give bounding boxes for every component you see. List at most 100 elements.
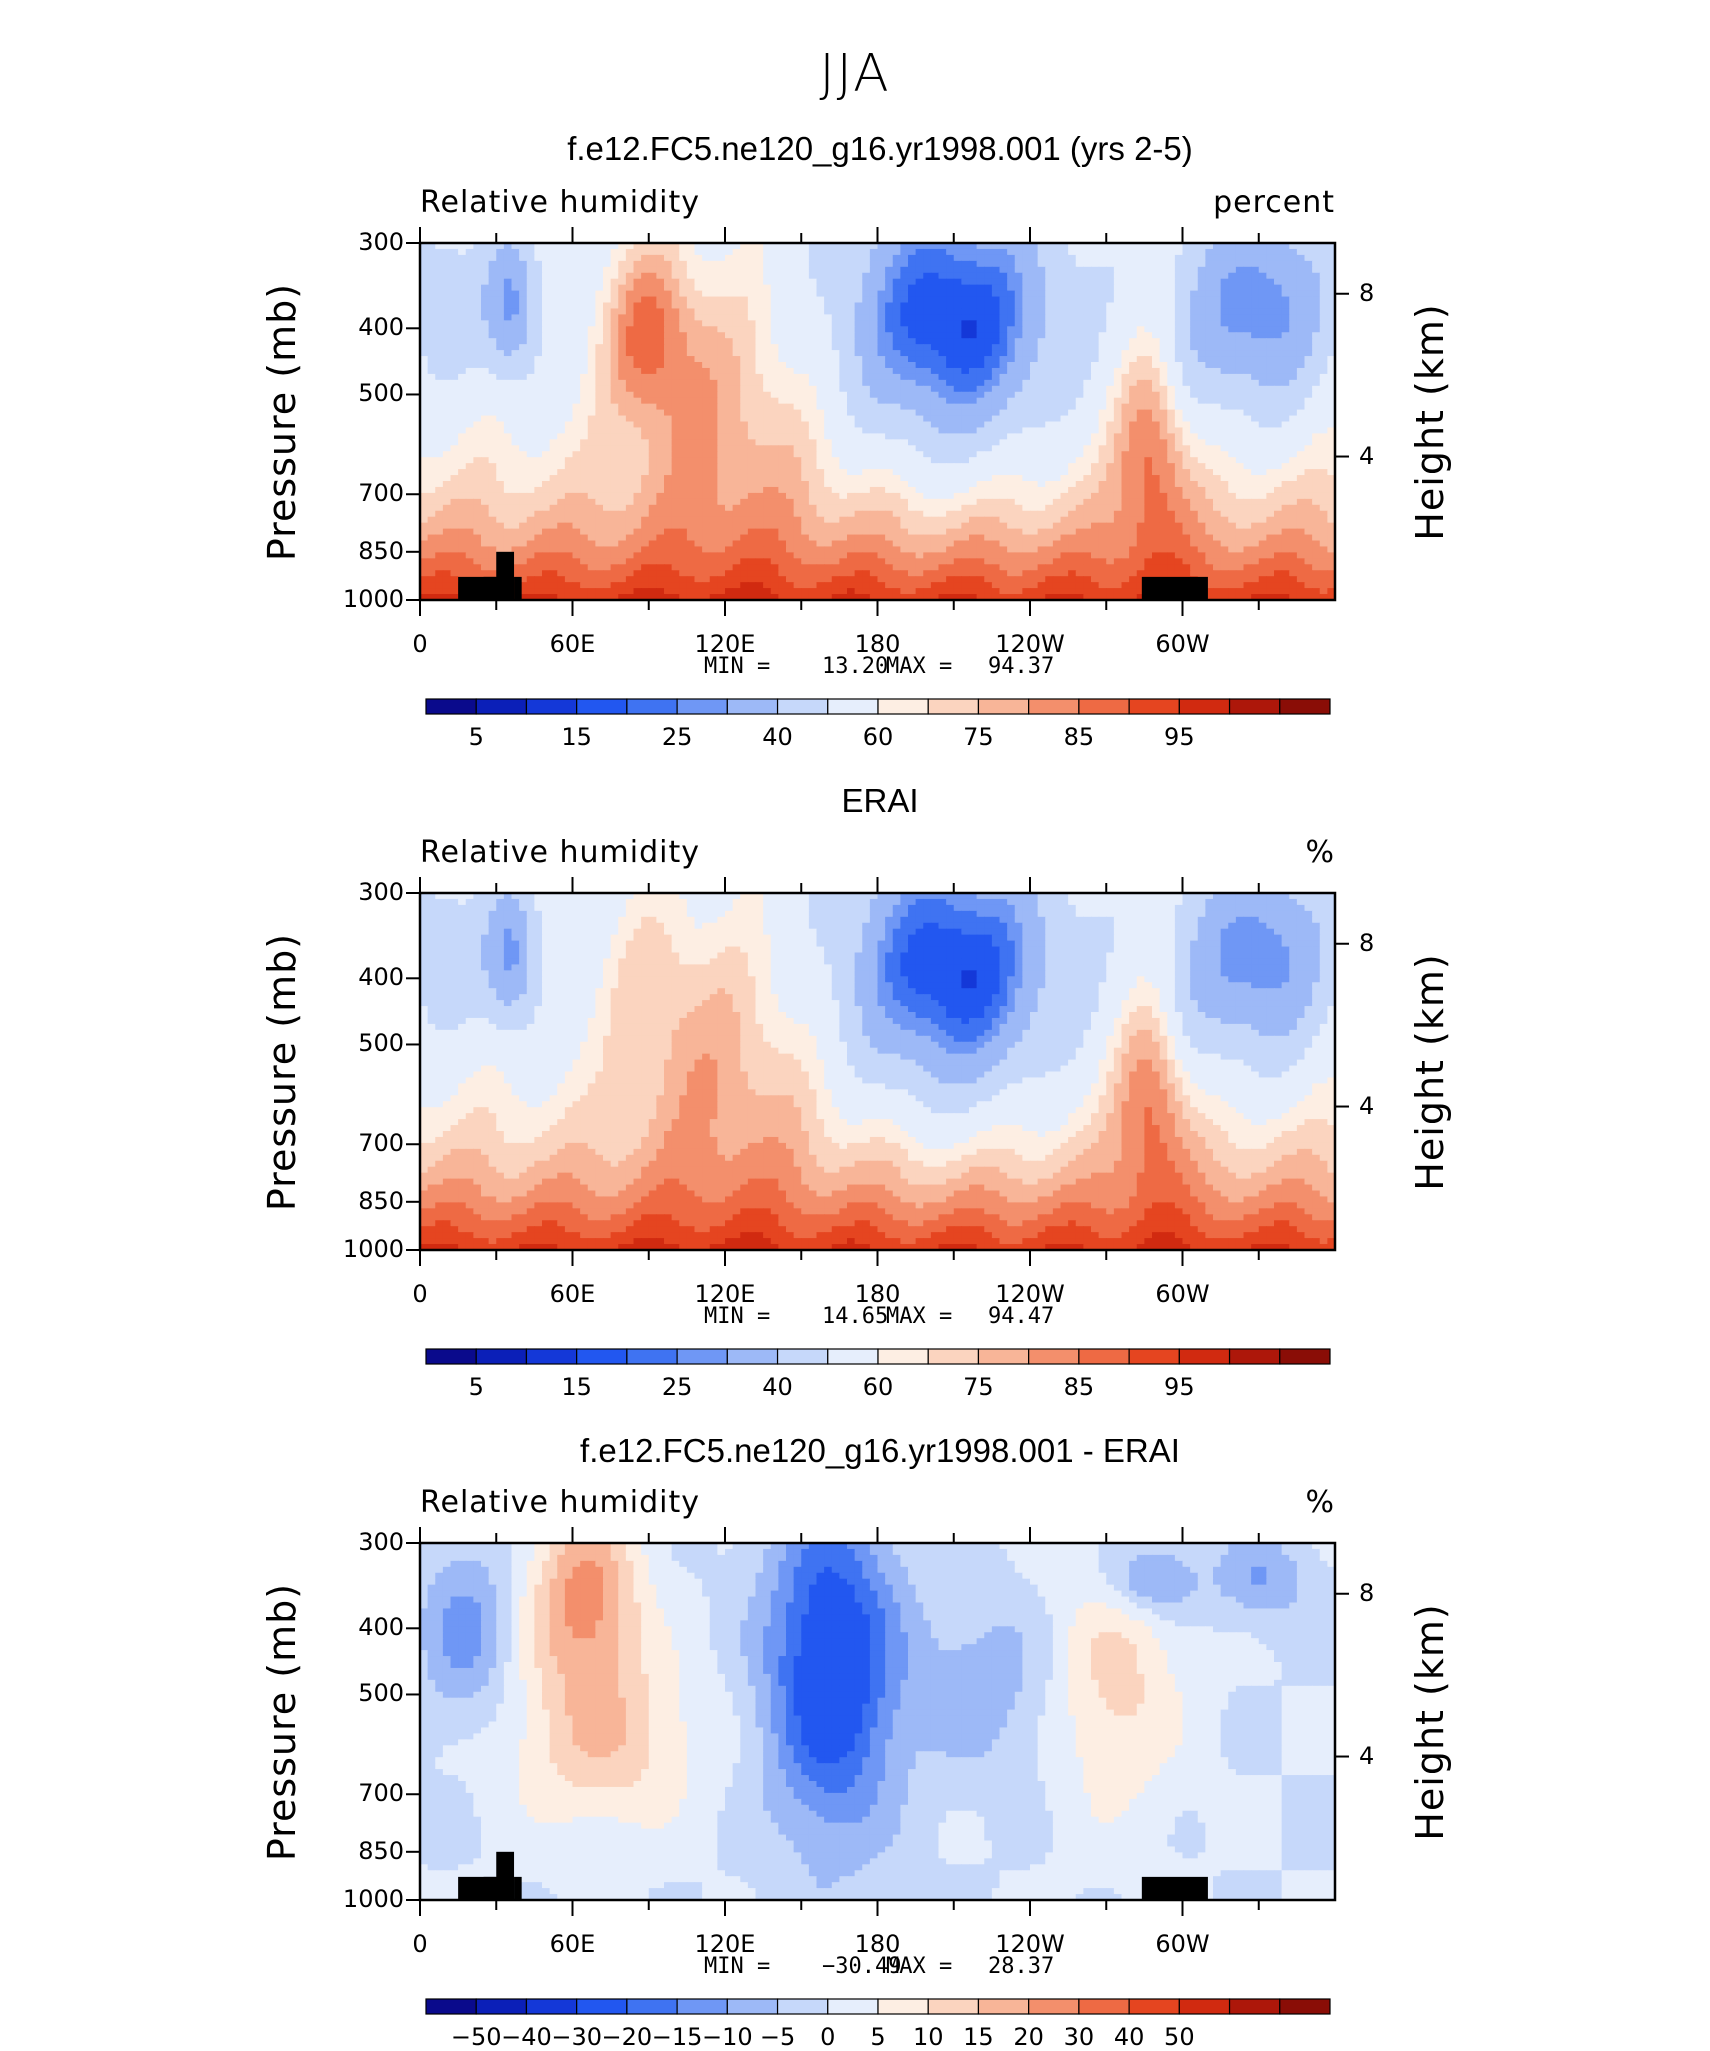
contour-cell bbox=[725, 350, 733, 357]
contour-cell bbox=[946, 374, 954, 381]
contour-cell bbox=[451, 285, 459, 292]
contour-cell bbox=[1327, 362, 1335, 369]
contour-cell bbox=[710, 410, 718, 417]
contour-cell bbox=[1297, 243, 1305, 250]
contour-cell bbox=[1068, 338, 1076, 345]
contour-cell bbox=[1236, 374, 1244, 381]
contour-cell bbox=[893, 297, 901, 304]
contour-cell bbox=[695, 344, 703, 351]
contour-cell bbox=[824, 350, 832, 357]
contour-cell bbox=[512, 404, 520, 411]
contour-cell bbox=[839, 380, 847, 387]
contour-cell bbox=[717, 255, 725, 262]
contour-cell bbox=[473, 410, 481, 417]
contour-cell bbox=[847, 344, 855, 351]
contour-cell bbox=[473, 255, 481, 262]
contour-cell bbox=[664, 368, 672, 375]
contour-cell bbox=[496, 356, 504, 363]
contour-cell bbox=[435, 291, 443, 298]
contour-cell bbox=[977, 255, 985, 262]
contour-cell bbox=[1213, 404, 1221, 411]
contour-cell bbox=[801, 350, 809, 357]
contour-cell bbox=[641, 308, 649, 315]
contour-cell bbox=[1091, 362, 1099, 369]
contour-cell bbox=[1076, 398, 1084, 405]
contour-cell bbox=[1137, 267, 1145, 274]
contour-cell bbox=[900, 279, 908, 286]
contour-cell bbox=[443, 338, 451, 345]
contour-cell bbox=[801, 285, 809, 292]
contour-cell bbox=[1160, 338, 1168, 345]
contour-cell bbox=[1061, 350, 1069, 357]
contour-cell bbox=[847, 404, 855, 411]
contour-cell bbox=[1152, 308, 1160, 315]
contour-cell bbox=[679, 267, 687, 274]
contour-cell bbox=[1244, 285, 1252, 292]
contour-cell bbox=[1305, 279, 1313, 286]
contour-cell bbox=[435, 285, 443, 292]
contour-cell bbox=[778, 261, 786, 268]
contour-cell bbox=[611, 273, 619, 280]
contour-cell bbox=[527, 386, 535, 393]
contour-cell bbox=[984, 386, 992, 393]
contour-cell bbox=[885, 326, 893, 333]
contour-cell bbox=[1068, 267, 1076, 274]
contour-cell bbox=[489, 404, 497, 411]
contour-cell bbox=[1228, 314, 1236, 321]
contour-cell bbox=[1236, 291, 1244, 298]
contour-cell bbox=[1236, 326, 1244, 333]
contour-cell bbox=[717, 243, 725, 250]
contour-cell bbox=[1312, 344, 1320, 351]
contour-cell bbox=[672, 344, 680, 351]
contour-cell bbox=[916, 362, 924, 369]
contour-cell bbox=[451, 261, 459, 268]
contour-cell bbox=[618, 297, 626, 304]
contour-cell bbox=[809, 267, 817, 274]
contour-cell bbox=[481, 362, 489, 369]
contour-cell bbox=[1236, 380, 1244, 387]
contour-cell bbox=[893, 374, 901, 381]
contour-cell bbox=[862, 368, 870, 375]
contour-cell bbox=[992, 368, 1000, 375]
contour-cell bbox=[557, 261, 565, 268]
contour-cell bbox=[542, 338, 550, 345]
contour-cell bbox=[1152, 356, 1160, 363]
contour-cell bbox=[1045, 380, 1053, 387]
contour-cell bbox=[512, 392, 520, 399]
contour-cell bbox=[786, 303, 794, 310]
contour-cell bbox=[1205, 404, 1213, 411]
contour-cell bbox=[1312, 314, 1320, 321]
contour-cell bbox=[977, 356, 985, 363]
contour-cell bbox=[733, 285, 741, 292]
contour-cell bbox=[512, 362, 520, 369]
contour-cell bbox=[946, 261, 954, 268]
contour-cell bbox=[649, 332, 657, 339]
contour-cell bbox=[984, 285, 992, 292]
contour-cell bbox=[900, 368, 908, 375]
contour-cell bbox=[466, 279, 474, 286]
contour-cell bbox=[420, 332, 428, 339]
contour-cell bbox=[1251, 314, 1259, 321]
contour-cell bbox=[1251, 273, 1259, 280]
contour-cell bbox=[1167, 267, 1175, 274]
contour-cell bbox=[1038, 350, 1046, 357]
contour-cell bbox=[916, 338, 924, 345]
contour-cell bbox=[1007, 279, 1015, 286]
contour-cell bbox=[748, 314, 756, 321]
contour-cell bbox=[435, 314, 443, 321]
contour-cell bbox=[512, 350, 520, 357]
contour-cell bbox=[641, 243, 649, 250]
contour-cell bbox=[512, 303, 520, 310]
contour-cell bbox=[451, 326, 459, 333]
contour-cell bbox=[1152, 338, 1160, 345]
contour-cell bbox=[1152, 279, 1160, 286]
units-label: percent bbox=[1135, 185, 1335, 220]
contour-cell bbox=[878, 303, 886, 310]
contour-cell bbox=[756, 386, 764, 393]
contour-cell bbox=[1183, 308, 1191, 315]
contour-cell bbox=[1137, 243, 1145, 250]
contour-cell bbox=[931, 404, 939, 411]
contour-cell bbox=[939, 350, 947, 357]
contour-cell bbox=[443, 255, 451, 262]
contour-cell bbox=[534, 368, 542, 375]
